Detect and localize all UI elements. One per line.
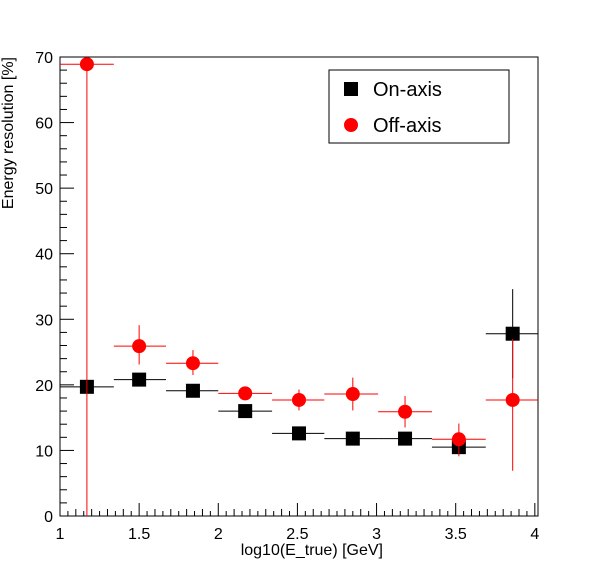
y-tick-label: 30 (35, 312, 53, 329)
off-axis-data-point (398, 404, 413, 419)
y-axis-label: Energy resolution [%] (0, 57, 17, 209)
off-axis-data-point (185, 356, 200, 371)
y-axis-ticks: 0 10 20 30 40 50 60 70 (35, 50, 74, 526)
on-axis-series (60, 289, 538, 455)
legend-box (328, 69, 510, 144)
on-axis-data-point (238, 404, 253, 419)
off-axis-series (60, 57, 538, 516)
y-tick-label: 10 (35, 443, 53, 460)
x-tick-label: 2.5 (286, 526, 308, 543)
off-axis-data-point (132, 339, 147, 354)
x-tick-label: 1 (56, 526, 65, 543)
x-tick-label: 4 (530, 526, 539, 543)
data-series (60, 57, 538, 516)
legend-off-axis-label: Off-axis (373, 115, 442, 137)
y-tick-label: 0 (44, 509, 53, 526)
x-tick-label: 2 (214, 526, 223, 543)
legend-on-axis-label: On-axis (373, 79, 442, 101)
on-axis-data-point (132, 372, 147, 387)
legend-off-axis-marker (344, 118, 358, 132)
on-axis-data-point (345, 431, 360, 446)
on-axis-data-point (185, 383, 200, 398)
off-axis-data-point (505, 392, 520, 407)
off-axis-data-point (345, 387, 360, 402)
off-axis-data-point (451, 432, 466, 447)
y-tick-label: 40 (35, 247, 53, 264)
legend: On-axis Off-axis (328, 69, 510, 144)
x-axis-ticks: 1 1.5 2 2.5 3 3.5 4 (56, 503, 539, 543)
on-axis-data-point (292, 426, 306, 441)
off-axis-data-point (292, 392, 306, 407)
on-axis-data-point (398, 431, 413, 446)
legend-on-axis-marker (344, 82, 358, 96)
x-axis-label: log10(E_true) [GeV] (241, 542, 383, 559)
plot-frame (59, 56, 539, 517)
off-axis-data-point (238, 386, 253, 401)
y-tick-label: 20 (35, 378, 53, 395)
y-tick-label: 70 (35, 50, 53, 67)
x-tick-label: 1.5 (128, 526, 150, 543)
off-axis-data-point (79, 57, 94, 72)
on-axis-data-point (505, 326, 520, 341)
x-tick-label: 3 (372, 526, 381, 543)
x-tick-label: 3.5 (445, 526, 467, 543)
y-tick-label: 50 (35, 181, 53, 198)
y-tick-label: 60 (35, 116, 53, 133)
